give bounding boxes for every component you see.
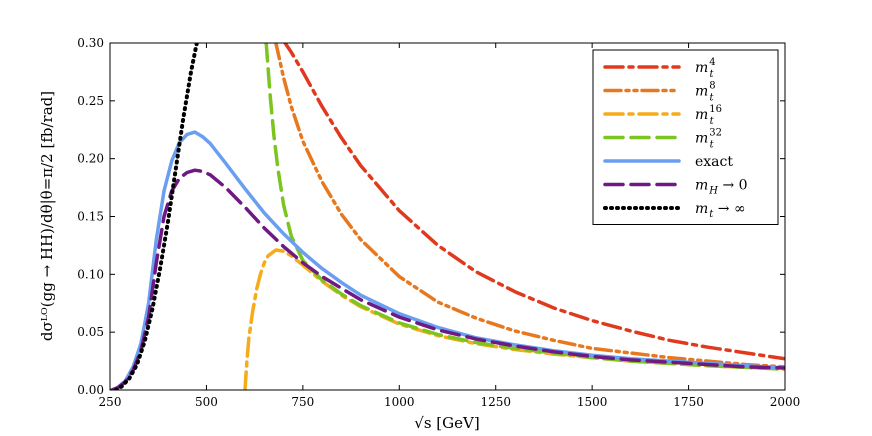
legend-label-6: mt → ∞: [695, 201, 746, 220]
legend-sup: 32: [709, 128, 722, 139]
axis-layer: 250 500 750 1000 1250 1500 1750 2000 0.00 0.05 0.1…: [77, 36, 800, 409]
legend-sub: t: [709, 209, 714, 220]
x-tick-label: 500: [195, 395, 218, 409]
x-tick-label: 1750: [673, 395, 704, 409]
legend-base: m: [695, 131, 708, 147]
legend-sub: t: [710, 116, 715, 127]
x-tick-label: 2000: [770, 395, 801, 409]
y-axis-label: dσᴸᴼ(gg → HH)/dθ|θ=π/2 [fb/rad]: [38, 91, 56, 341]
legend-text: exact: [695, 154, 733, 170]
y-tick-label: 0.05: [77, 325, 104, 339]
legend-label-5: mH → 0: [695, 178, 748, 197]
legend-sup: 4: [709, 57, 715, 68]
y-tick-label: 0.15: [77, 210, 104, 224]
x-tick-label: 750: [291, 395, 314, 409]
legend-base: m: [695, 201, 708, 217]
legend-base: m: [695, 84, 708, 100]
legend-sup: 16: [709, 104, 722, 115]
series-line-1: [274, 43, 785, 369]
y-tick-label: 0.00: [77, 383, 104, 397]
legend-tail: → ∞: [713, 201, 745, 217]
legend-sub: t: [710, 140, 715, 151]
series-line-5: [110, 168, 785, 390]
legend-label-0: m4 t: [695, 57, 716, 80]
y-tick-label: 0.30: [77, 36, 104, 50]
y-tick-label: 0.25: [77, 94, 104, 108]
legend-sub: H: [708, 186, 718, 197]
legend-base: m: [695, 60, 708, 76]
x-tick-label: 1250: [480, 395, 511, 409]
series-layer: [110, 43, 785, 390]
y-tick-label: 0.10: [77, 267, 104, 281]
y-tick-label: 0.20: [77, 152, 104, 166]
x-tick-label: 1000: [384, 395, 415, 409]
legend-label-3: m32 t: [695, 128, 722, 151]
legend-base: m: [695, 178, 708, 194]
legend-sup: 8: [709, 81, 715, 92]
series-line-6: [113, 43, 199, 390]
x-tick-label: 1500: [577, 395, 608, 409]
legend-label-4: exact: [695, 154, 733, 170]
x-axis-label: √s [GeV]: [414, 414, 479, 432]
legend-tail: → 0: [718, 178, 748, 194]
legend-label-1: m8 t: [695, 81, 716, 104]
series-line-0: [283, 43, 785, 361]
legend-label-2: m16 t: [695, 104, 722, 127]
legend-sub: t: [709, 69, 714, 80]
legend-sub: t: [709, 93, 714, 104]
legend-base: m: [695, 107, 708, 123]
x-tick-label: 250: [99, 395, 122, 409]
